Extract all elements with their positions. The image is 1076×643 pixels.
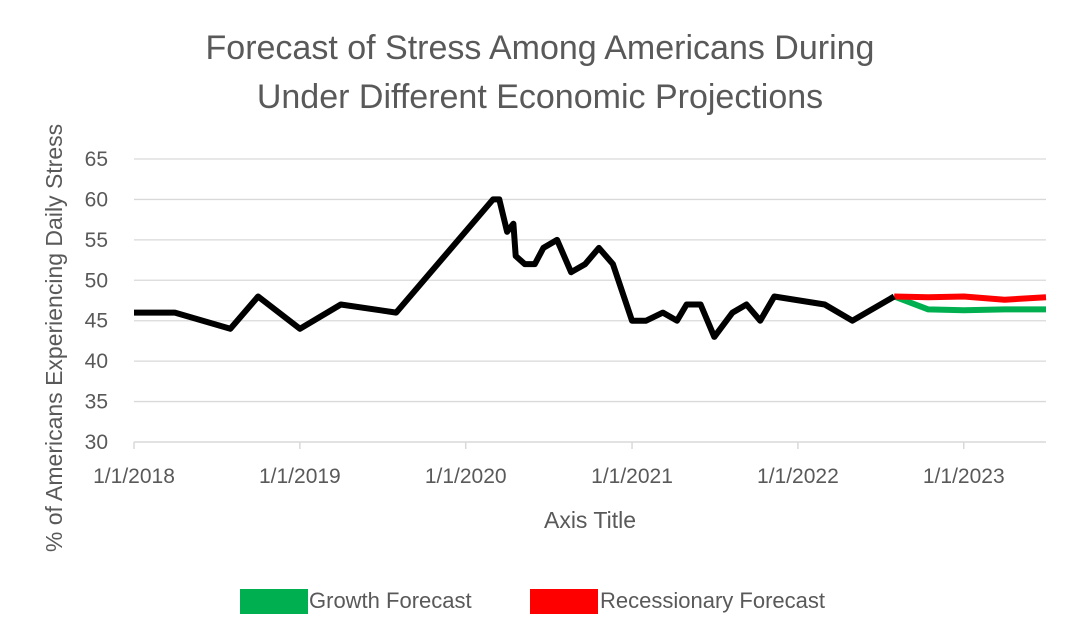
y-tick-label: 35 [85, 391, 108, 414]
chart-title-line-2: Under Different Economic Projections [257, 78, 823, 116]
legend-swatch-growth [240, 589, 308, 614]
y-tick-labels: 30 35 40 45 50 55 60 65 [85, 148, 108, 454]
x-axis-title: Axis Title [544, 507, 636, 533]
x-tick-label: 1/1/2021 [591, 465, 673, 488]
x-tick-label: 1/1/2022 [757, 465, 839, 488]
y-tick-label: 60 [85, 188, 108, 211]
x-tick-label: 1/1/2020 [425, 465, 507, 488]
x-tick-labels: 1/1/2018 1/1/2019 1/1/2020 1/1/2021 1/1/2022… [93, 465, 1005, 488]
series-line-recessionary-forecast [894, 293, 1047, 303]
y-tick-label: 30 [85, 431, 108, 454]
y-tick-label: 55 [85, 229, 108, 252]
x-tick-label: 1/1/2019 [259, 465, 341, 488]
series-line-growth-forecast [893, 293, 1046, 314]
series-lines [134, 196, 1047, 340]
legend-label-growth: Growth Forecast [309, 588, 472, 613]
x-axis [133, 441, 1046, 449]
y-tick-label: 65 [85, 148, 108, 171]
x-tick-label: 1/1/2023 [923, 465, 1005, 488]
legend: Growth Forecast Recessionary Forecast [240, 588, 825, 614]
y-tick-label: 50 [85, 269, 108, 292]
chart-title-line-1: Forecast of Stress Among Americans Durin… [206, 29, 875, 67]
gridlines [134, 158, 1046, 403]
legend-label-recession: Recessionary Forecast [600, 588, 825, 613]
y-axis-title: % of Americans Experiencing Daily Stress [41, 124, 67, 552]
legend-swatch-recession [530, 589, 598, 614]
series-line-observed [134, 196, 896, 340]
x-tick-label: 1/1/2018 [93, 465, 175, 488]
y-tick-label: 40 [85, 350, 108, 373]
y-tick-label: 45 [85, 310, 108, 333]
